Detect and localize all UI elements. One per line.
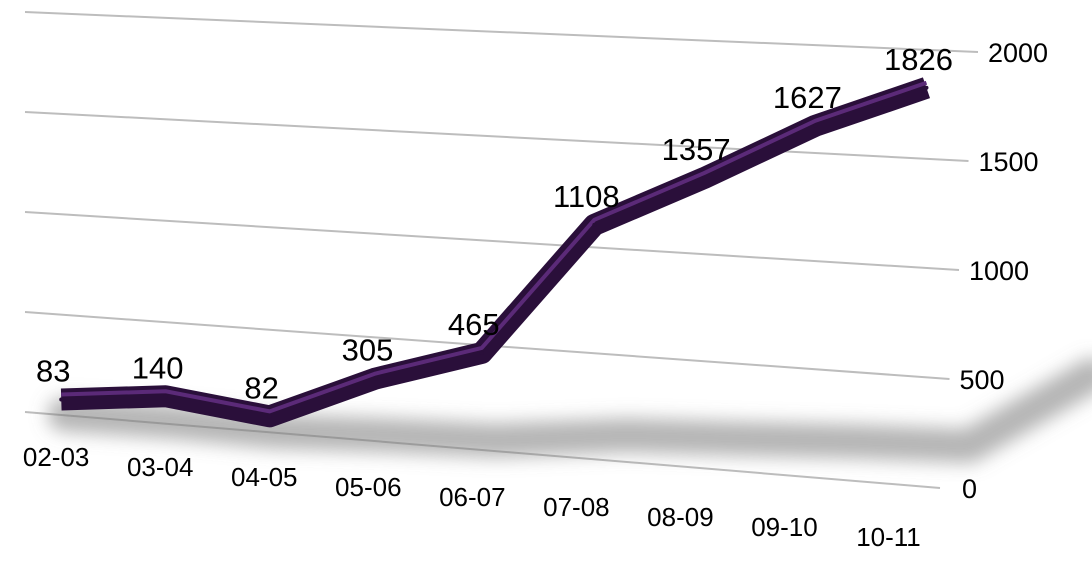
- x-tick-label: 02-03: [23, 442, 90, 472]
- x-tick-label: 03-04: [127, 452, 194, 482]
- data-point: [373, 376, 378, 381]
- data-label: 465: [448, 307, 500, 342]
- gridline: [24, 211, 960, 271]
- y-axis-ticks: 0 500 1000 1500 2000: [960, 38, 1049, 504]
- x-tick-label: 04-05: [231, 462, 298, 492]
- data-point: [702, 176, 707, 181]
- x-tick-label: 06-07: [439, 482, 506, 512]
- data-label: 1826: [884, 42, 953, 77]
- y-tick-label: 500: [960, 365, 1005, 395]
- data-point: [267, 414, 272, 419]
- y-tick-label: 2000: [988, 38, 1048, 68]
- data-labels: 83 140 82 305 465 1108 1357 1627 1826: [36, 42, 953, 406]
- data-label: 140: [132, 350, 184, 385]
- series-line-highlight: [61, 80, 928, 414]
- data-label: 83: [36, 353, 70, 388]
- gridline: [24, 11, 979, 53]
- data-label: 82: [244, 370, 278, 405]
- data-point: [924, 85, 929, 90]
- x-tick-label: 05-06: [335, 472, 402, 502]
- data-label: 305: [342, 333, 394, 368]
- x-axis-ticks: 02-03 03-04 04-05 05-06 06-07 07-08 08-09 09-10…: [23, 442, 921, 552]
- y-tick-label: 1500: [979, 147, 1039, 177]
- x-tick-label: 10-11: [856, 522, 921, 552]
- data-label: 1357: [662, 132, 731, 167]
- data-label: 1627: [773, 80, 842, 115]
- data-label: 1108: [553, 179, 620, 214]
- y-tick-label: 0: [962, 474, 977, 504]
- line-shadow-path: [47, 358, 1092, 463]
- gridlines: [24, 11, 979, 489]
- data-point: [479, 350, 484, 355]
- line-shadow: [47, 358, 1092, 463]
- y-tick-label: 1000: [969, 256, 1029, 286]
- x-tick-label: 08-09: [647, 502, 714, 532]
- series-line: [59, 77, 931, 428]
- data-point: [163, 394, 168, 399]
- x-tick-label: 07-08: [543, 492, 610, 522]
- data-point: [592, 222, 597, 227]
- gridline: [24, 111, 969, 162]
- data-point: [59, 397, 64, 402]
- x-tick-label: 09-10: [751, 512, 818, 542]
- data-point: [813, 123, 818, 128]
